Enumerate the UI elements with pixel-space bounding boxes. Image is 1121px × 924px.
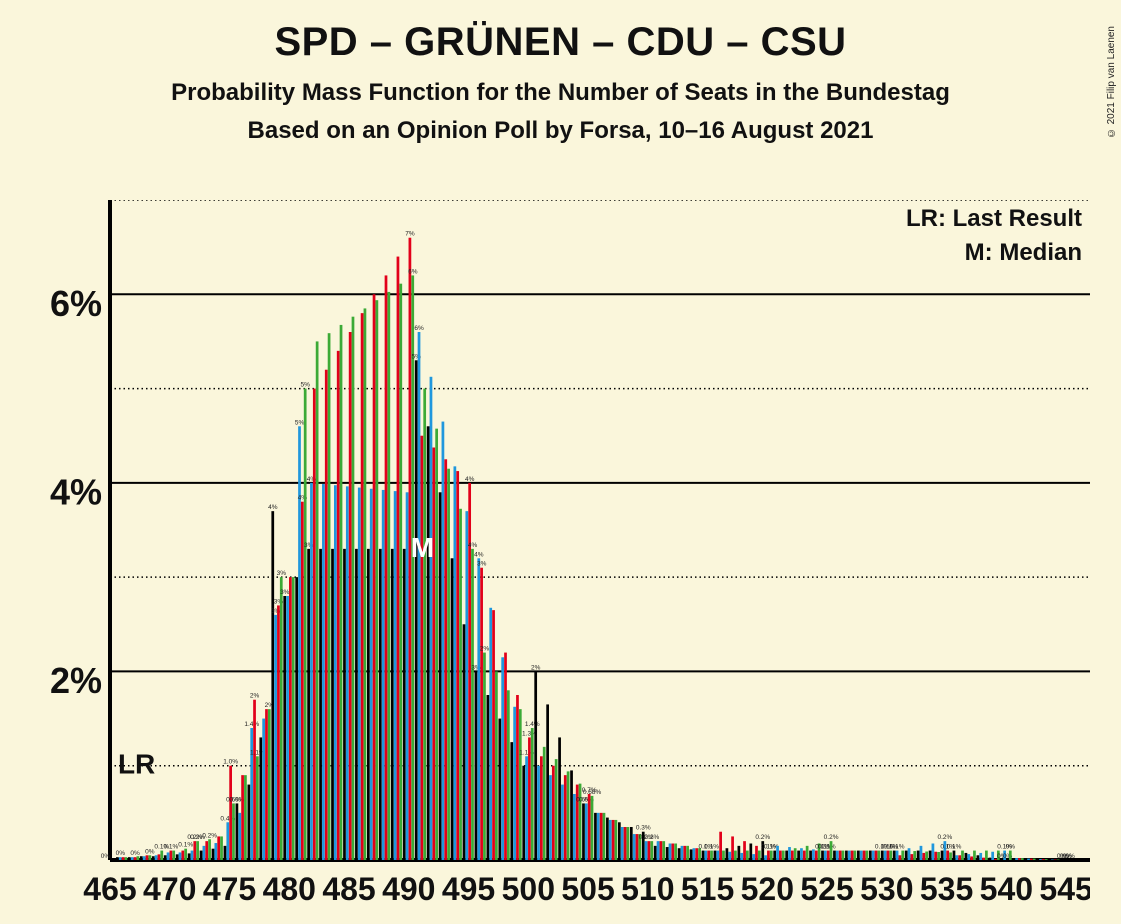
svg-text:2%: 2% (50, 660, 102, 701)
svg-text:6%: 6% (414, 325, 424, 332)
svg-text:6%: 6% (408, 268, 418, 275)
svg-text:505: 505 (561, 871, 614, 907)
svg-text:7%: 7% (405, 231, 415, 238)
svg-text:500: 500 (502, 871, 555, 907)
svg-text:0%: 0% (101, 853, 111, 860)
svg-text:2%: 2% (480, 646, 490, 653)
svg-text:3%: 3% (477, 561, 487, 568)
svg-text:540: 540 (980, 871, 1033, 907)
copyright-text: © 2021 Filip van Laenen (1106, 26, 1117, 138)
svg-text:535: 535 (920, 871, 973, 907)
svg-text:0%: 0% (145, 848, 155, 855)
svg-text:M: Median: M: Median (965, 239, 1082, 266)
svg-text:0.3%: 0.3% (636, 825, 651, 832)
svg-text:470: 470 (143, 871, 196, 907)
svg-text:0.1%: 0.1% (821, 844, 836, 851)
svg-text:465: 465 (83, 871, 136, 907)
svg-text:0%: 0% (1006, 844, 1016, 851)
chart-subtitle-2: Based on an Opinion Poll by Forsa, 10–16… (0, 117, 1121, 145)
svg-text:475: 475 (203, 871, 256, 907)
svg-text:545: 545 (1039, 871, 1090, 907)
svg-text:3%: 3% (280, 589, 290, 596)
svg-text:2%: 2% (531, 664, 541, 671)
svg-text:0.68%: 0.68% (583, 789, 602, 796)
svg-text:4%: 4% (468, 542, 478, 549)
svg-text:1.4%: 1.4% (244, 721, 259, 728)
svg-text:3%: 3% (277, 570, 287, 577)
svg-text:0.2%: 0.2% (644, 834, 659, 841)
svg-text:520: 520 (741, 871, 794, 907)
svg-text:4%: 4% (474, 551, 484, 558)
svg-text:0.1%: 0.1% (704, 844, 719, 851)
chart-area: 2%4%6%4654704754804854904955005055105155… (50, 200, 1090, 920)
svg-text:0%: 0% (130, 850, 140, 857)
svg-text:LR: Last Result: LR: Last Result (906, 205, 1082, 232)
svg-text:4%: 4% (268, 504, 278, 511)
svg-text:0.2%: 0.2% (755, 834, 770, 841)
chart-subtitle-1: Probability Mass Function for the Number… (0, 79, 1121, 107)
svg-text:5%: 5% (301, 382, 311, 389)
svg-text:6%: 6% (50, 283, 102, 324)
svg-text:0.1%: 0.1% (164, 844, 179, 851)
svg-text:LR: LR (118, 749, 155, 780)
chart-svg: 2%4%6%4654704754804854904955005055105155… (50, 200, 1090, 920)
svg-text:480: 480 (263, 871, 316, 907)
svg-text:0.1%: 0.1% (178, 842, 193, 849)
svg-text:515: 515 (681, 871, 734, 907)
svg-text:0.2%: 0.2% (938, 834, 953, 841)
svg-text:530: 530 (860, 871, 913, 907)
svg-text:0.2%: 0.2% (202, 832, 217, 839)
svg-text:4%: 4% (465, 476, 475, 483)
svg-text:485: 485 (322, 871, 375, 907)
svg-text:2%: 2% (250, 693, 260, 700)
svg-text:0.1%: 0.1% (890, 844, 905, 851)
svg-text:1.4%: 1.4% (525, 721, 540, 728)
svg-text:0.2%: 0.2% (824, 834, 839, 841)
svg-text:0%: 0% (1065, 853, 1075, 860)
svg-text:0%: 0% (116, 850, 126, 857)
svg-text:495: 495 (442, 871, 495, 907)
svg-text:5%: 5% (295, 419, 305, 426)
svg-text:490: 490 (382, 871, 435, 907)
svg-text:4%: 4% (50, 471, 102, 512)
svg-text:0.1%: 0.1% (947, 844, 962, 851)
chart-title: SPD – GRÜNEN – CDU – CSU (0, 20, 1121, 65)
svg-text:M: M (411, 532, 434, 563)
svg-text:1.0%: 1.0% (223, 759, 238, 766)
svg-text:510: 510 (621, 871, 674, 907)
svg-text:525: 525 (800, 871, 853, 907)
